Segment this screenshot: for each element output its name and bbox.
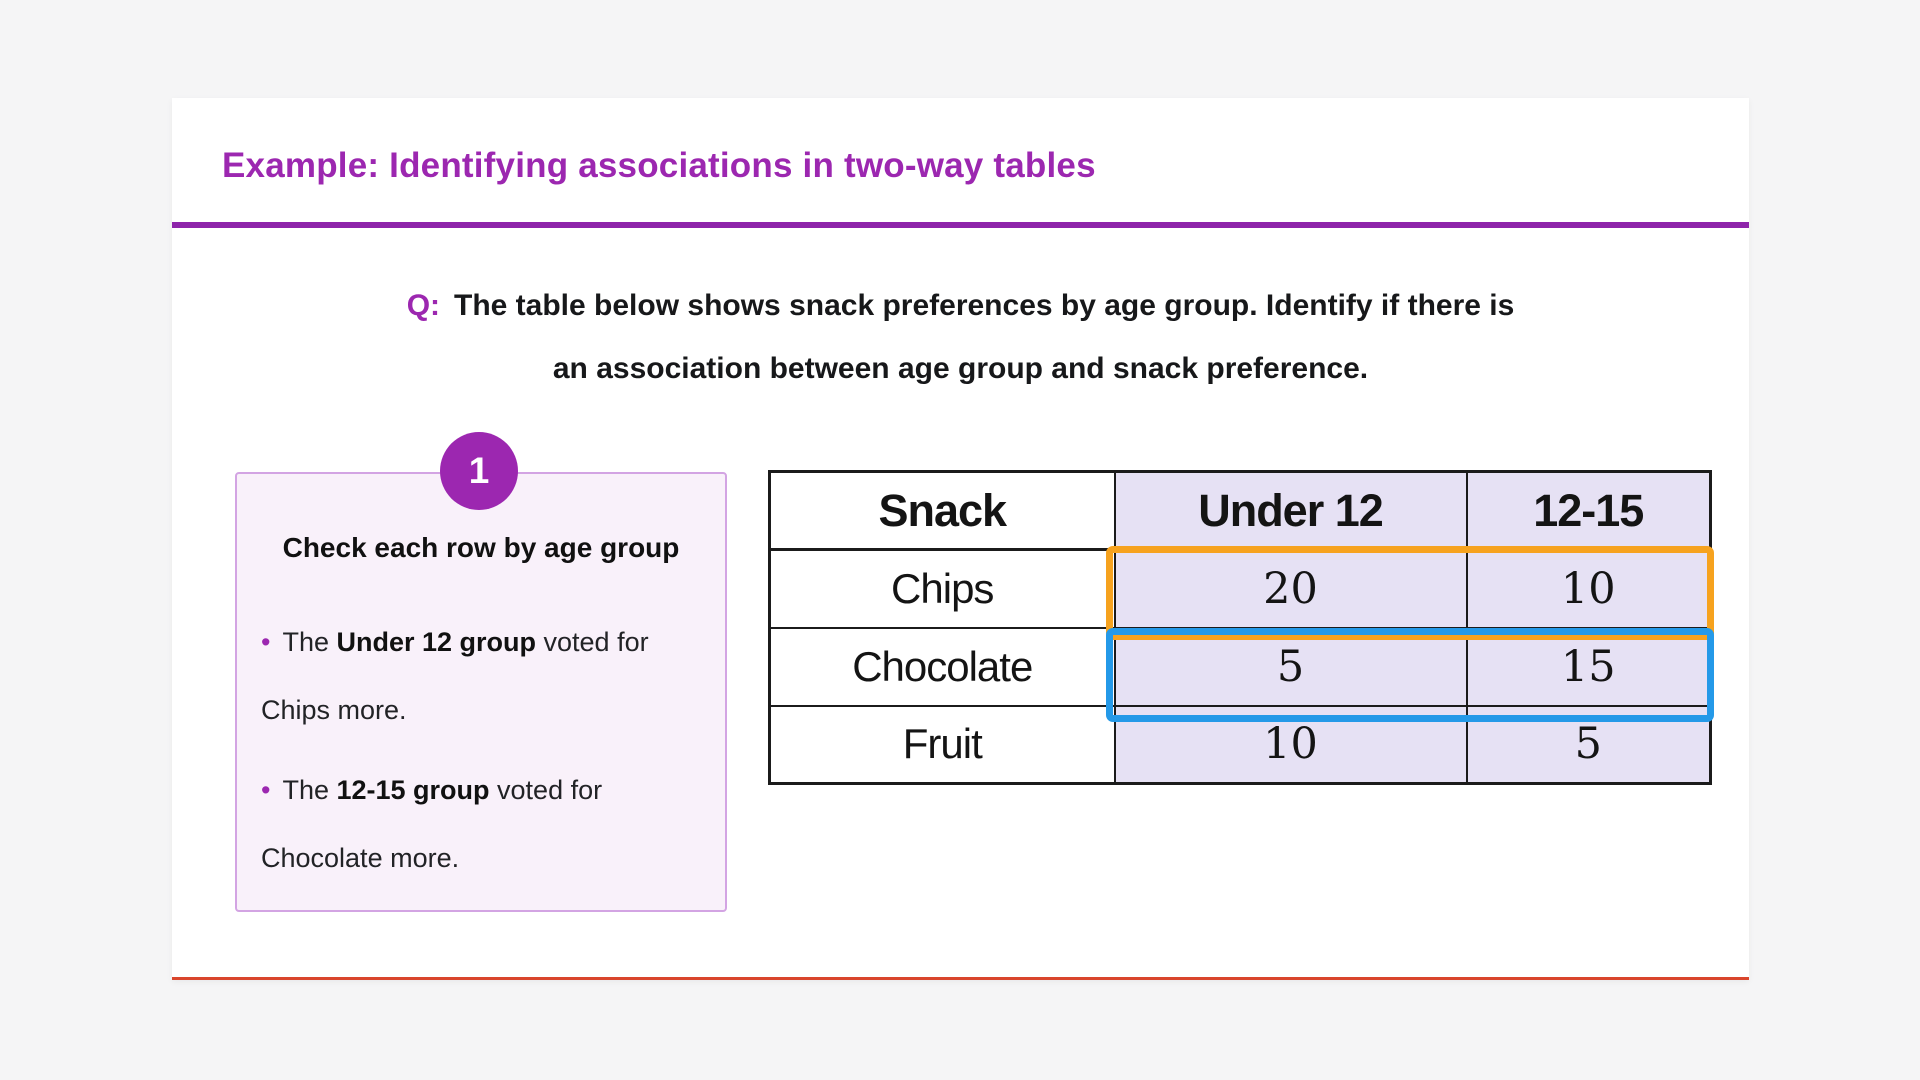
bullet-text-pre: The [282,627,337,657]
column-header-under-12: Under 12 [1113,470,1468,551]
question-block: Q: The table below shows snack preference… [172,274,1749,400]
bullet-text-bold: Under 12 group [336,627,537,657]
cell-chips-12-15: 10 [1465,548,1712,629]
two-way-table: Snack Under 12 12-15 Chips 20 10 Chocola… [768,470,1712,785]
bullet-dot: • [261,627,271,657]
column-header-snack: Snack [768,470,1116,551]
cell-fruit-under-12: 10 [1113,704,1468,785]
row-label-chocolate: Chocolate [768,626,1116,707]
two-way-table-container: Snack Under 12 12-15 Chips 20 10 Chocola… [768,470,1714,785]
bullet-text-pre: The [282,775,337,805]
list-item: • The Under 12 group voted for Chips more… [261,608,701,744]
table-header-row: Snack Under 12 12-15 [768,470,1712,551]
step-number-badge: 1 [440,432,518,510]
table-row: Chips 20 10 [768,548,1712,629]
question-line-2: an association between age group and sna… [552,352,1369,385]
bullet-list: • The Under 12 group voted for Chips more… [237,608,725,892]
cell-chocolate-12-15: 15 [1465,626,1712,707]
page-title: Example: Identifying associations in two… [222,146,1096,185]
bullet-text-post: voted for Chips more. [261,627,649,725]
list-item: • The 12-15 group voted for Chocolate mor… [261,756,701,892]
step-number: 1 [468,450,490,491]
cell-chips-under-12: 20 [1113,548,1468,629]
table-row: Fruit 10 5 [768,704,1712,785]
column-header-12-15: 12-15 [1465,470,1712,551]
cell-chocolate-under-12: 5 [1113,626,1468,707]
question-line-1: Q: The table below shows snack preference… [172,274,1749,337]
question-text-1: The table below shows snack preferences … [454,289,1515,322]
lesson-card: Example: Identifying associations in two… [172,98,1749,980]
panel-heading: Check each row by age group [282,532,680,563]
row-label-chips: Chips [768,548,1116,629]
bullet-text-post: voted for Chocolate more. [261,775,603,873]
bullet-dot: • [261,775,271,805]
table-row: Chocolate 5 15 [768,626,1712,707]
cell-fruit-12-15: 5 [1465,704,1712,785]
title-divider [172,222,1749,228]
bullet-text-bold: 12-15 group [336,775,490,805]
question-prefix: Q: [406,289,441,322]
row-label-fruit: Fruit [768,704,1116,785]
explanation-panel: Check each row by age group • The Under 1… [235,472,727,912]
